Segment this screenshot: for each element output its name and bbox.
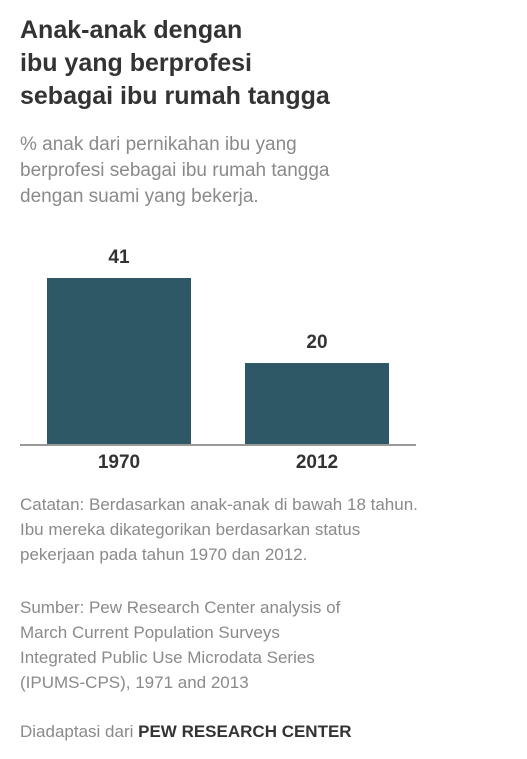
data-label-2012: 20 — [306, 332, 327, 353]
x-tick-label-1970: 1970 — [98, 452, 140, 473]
bar-chart: 41 1970 20 2012 — [20, 247, 416, 473]
x-tick-label-2012: 2012 — [296, 452, 338, 473]
chart-title: Anak-anak dengan ibu yang berprofesi seb… — [20, 16, 330, 110]
chart-note: Catatan: Berdasarkan anak-anak di bawah … — [20, 495, 418, 564]
bar-1970 — [47, 278, 191, 444]
bar-2012 — [245, 363, 389, 444]
data-label-1970: 41 — [108, 247, 130, 268]
chart-source: Sumber: Pew Research Center analysis of … — [20, 598, 341, 692]
credit-brand: PEW RESEARCH CENTER — [138, 722, 352, 741]
credit-prefix: Diadaptasi dari — [20, 722, 139, 741]
chart-credit: Diadaptasi dari PEW RESEARCH CENTER — [20, 719, 352, 744]
chart-subtitle: % anak dari pernikahan ibu yang berprofe… — [20, 134, 330, 207]
